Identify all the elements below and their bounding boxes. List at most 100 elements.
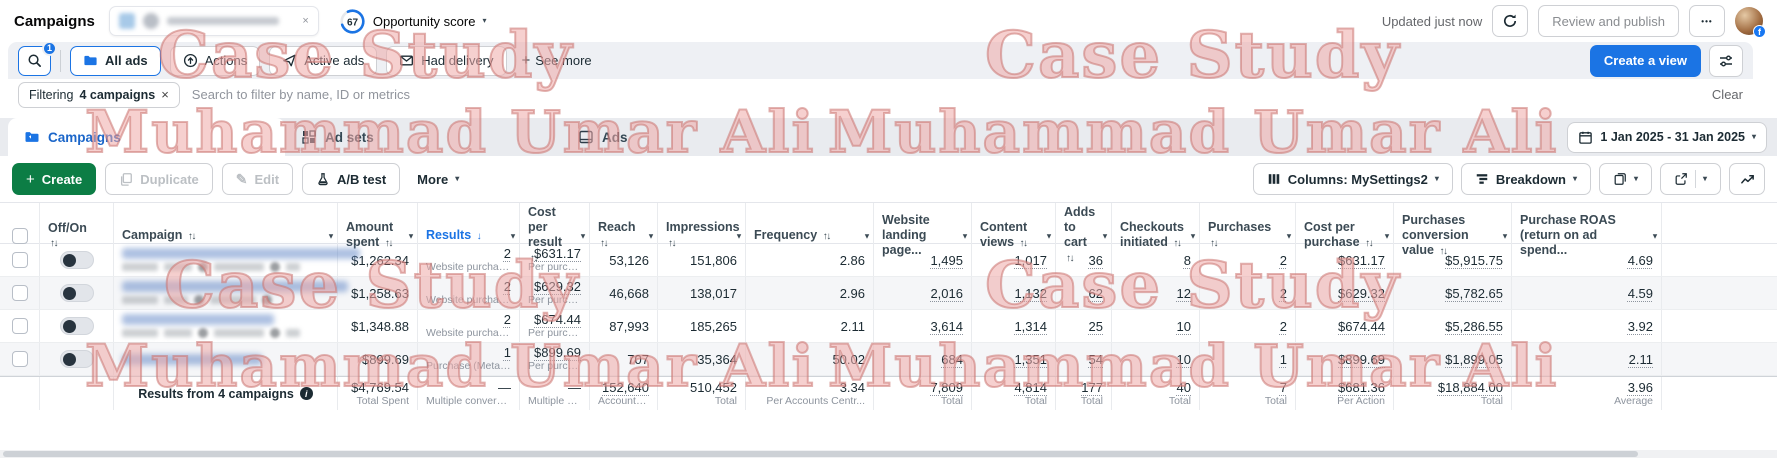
th-amount-spent[interactable]: Amount spent ↑↓ ▾ <box>338 203 418 268</box>
th-content-views[interactable]: Content views ↑↓ ▾ <box>972 203 1056 268</box>
column-menu-icon[interactable]: ▾ <box>1502 231 1507 240</box>
th-adds-to-cart[interactable]: Adds to cart ↑↓ ▾ <box>1056 203 1112 268</box>
campaign-toggle[interactable] <box>59 251 94 269</box>
sort-icon[interactable]: ↑↓ <box>1173 238 1182 249</box>
row-checkbox[interactable] <box>11 285 28 301</box>
column-menu-icon[interactable]: ▾ <box>510 231 515 240</box>
filter-pill-had-delivery[interactable]: Had delivery <box>386 45 507 76</box>
view-charts-button[interactable] <box>1729 163 1765 195</box>
row-checkbox[interactable] <box>11 351 28 367</box>
column-menu-icon[interactable]: ▾ <box>864 231 869 240</box>
columns-button[interactable]: Columns: MySettings2 ▾ <box>1252 163 1453 195</box>
row-checkbox[interactable] <box>11 318 28 334</box>
th-off-on[interactable]: Off/On ↑↓ <box>40 203 114 268</box>
filter-pill-active-ads[interactable]: Active ads <box>269 45 378 76</box>
campaign-name-redacted[interactable] <box>122 248 360 259</box>
th-cost-per-purchase[interactable]: Cost per purchase ↑↓ ▾ <box>1296 203 1394 268</box>
sort-icon[interactable]: ↑↓ <box>600 238 609 249</box>
tab-ads[interactable]: Ads <box>562 118 839 156</box>
sort-icon[interactable]: ↑↓ <box>1365 238 1374 249</box>
campaign-name-redacted[interactable] <box>122 314 274 325</box>
create-button[interactable]: + Create <box>12 163 97 195</box>
scrollbar-thumb[interactable] <box>3 451 1638 457</box>
filtering-chip[interactable]: Filtering 4 campaigns × <box>18 81 180 108</box>
column-menu-icon[interactable]: ▾ <box>328 231 333 240</box>
export-button[interactable]: ▾ <box>1659 163 1721 195</box>
th-purchase-roas[interactable]: Purchase ROAS (return on ad spend... ▾ <box>1512 203 1662 268</box>
review-and-publish-button[interactable]: Review and publish <box>1538 5 1679 37</box>
sort-icon[interactable]: ↑↓ <box>822 230 832 242</box>
duplicate-button[interactable]: Duplicate <box>105 163 213 195</box>
remove-filter-icon[interactable]: × <box>161 87 169 102</box>
create-a-view-button[interactable]: Create a view <box>1589 44 1701 77</box>
sort-icon[interactable]: ↑↓ <box>1439 245 1448 257</box>
column-menu-icon[interactable]: ▾ <box>1102 231 1107 240</box>
reports-button[interactable]: ▾ <box>1598 163 1652 195</box>
column-menu-icon[interactable]: ▾ <box>1190 231 1195 240</box>
search-filter-button[interactable]: 1 <box>18 42 57 76</box>
sort-icon[interactable]: ↑↓ <box>530 253 539 264</box>
ab-test-button[interactable]: A/B test <box>302 163 401 195</box>
tab-ad-sets[interactable]: Ad sets <box>285 118 562 156</box>
tab-campaigns[interactable]: Campaigns <box>8 118 285 156</box>
sort-icon[interactable]: ↑↓ <box>50 237 59 249</box>
th-website-landing-page[interactable]: Website landing page... ▾ <box>874 203 972 268</box>
summary-reach-sub: Accounts... <box>598 394 649 407</box>
campaign-toggle[interactable] <box>59 350 94 368</box>
campaign-toggle[interactable] <box>59 284 94 302</box>
sort-icon[interactable]: ↑↓ <box>668 238 677 249</box>
horizontal-scrollbar[interactable] <box>0 450 1777 458</box>
filter-search-input[interactable] <box>191 87 1700 102</box>
clear-filters-link[interactable]: Clear <box>1711 87 1743 102</box>
column-menu-icon[interactable]: ▾ <box>580 231 585 240</box>
summary-frequency-sub: Per Accounts Centr... <box>766 394 865 407</box>
opportunity-score[interactable]: 67 Opportunity score ▾ <box>339 8 486 35</box>
column-menu-icon[interactable]: ▾ <box>736 231 741 240</box>
filter-pill-all-ads[interactable]: All ads <box>70 45 161 76</box>
column-menu-icon[interactable]: ▾ <box>648 231 653 240</box>
column-menu-icon[interactable]: ▾ <box>1046 231 1051 240</box>
more-options-button[interactable]: ••• <box>1689 5 1725 37</box>
sort-icon[interactable]: ↑↓ <box>1210 238 1219 249</box>
date-range-label: 1 Jan 2025 - 31 Jan 2025 <box>1600 130 1745 144</box>
info-icon[interactable]: i <box>299 387 313 400</box>
filter-pill-actions[interactable]: Actions <box>169 45 261 76</box>
view-settings-button[interactable] <box>1709 44 1743 77</box>
campaign-name-redacted[interactable] <box>122 353 262 365</box>
column-menu-icon[interactable]: ▾ <box>408 231 413 240</box>
th-cost-per-result[interactable]: Cost per result ↑↓ ▾ <box>520 203 590 268</box>
column-menu-icon[interactable]: ▾ <box>1286 231 1291 240</box>
more-actions-button[interactable]: More ▾ <box>409 172 467 187</box>
date-range-picker[interactable]: 1 Jan 2025 - 31 Jan 2025 ▾ <box>1567 121 1767 153</box>
row-checkbox[interactable] <box>11 252 28 268</box>
header-label: Website landing page... <box>882 213 930 257</box>
th-checkouts-initiated[interactable]: Checkouts initiated ↑↓ ▾ <box>1112 203 1200 268</box>
select-all-checkbox[interactable] <box>11 227 28 244</box>
column-menu-icon[interactable]: ▾ <box>1652 231 1657 240</box>
th-reach[interactable]: Reach ↑↓ ▾ <box>590 203 658 268</box>
th-frequency[interactable]: Frequency ↑↓ ▾ <box>746 203 874 268</box>
breakdown-button[interactable]: Breakdown ▾ <box>1460 163 1591 195</box>
see-more-filters-button[interactable]: + See more <box>516 52 598 69</box>
account-clear-icon[interactable]: × <box>302 15 309 27</box>
th-purchases[interactable]: Purchases ↑↓ ▾ <box>1200 203 1296 268</box>
sort-icon[interactable]: ↑↓ <box>1019 238 1029 249</box>
header-label: Off/On <box>48 220 87 235</box>
filtering-chip-count: 4 campaigns <box>79 87 156 102</box>
sort-icon[interactable]: ↑↓ <box>187 230 197 242</box>
sort-desc-icon[interactable]: ↓ <box>476 230 482 242</box>
sort-icon[interactable]: ↑↓ <box>384 238 394 249</box>
sort-icon[interactable]: ↑↓ <box>1066 253 1075 264</box>
campaign-name-redacted[interactable] <box>122 281 348 292</box>
refresh-button[interactable] <box>1492 5 1529 37</box>
th-campaign[interactable]: Campaign ↑↓ ▾ <box>114 203 338 268</box>
column-menu-icon[interactable]: ▾ <box>1384 231 1389 240</box>
th-impressions[interactable]: Impressions ↑↓ ▾ <box>658 203 746 268</box>
th-purchases-conversion-value[interactable]: Purchases conversion value ↑↓ ▾ <box>1394 203 1512 268</box>
campaign-toggle[interactable] <box>59 317 94 335</box>
edit-button[interactable]: ✎ Edit <box>221 163 294 195</box>
th-results[interactable]: Results ↓ ▾ <box>418 203 520 268</box>
profile-avatar[interactable]: f <box>1735 7 1766 38</box>
account-selector[interactable]: × <box>108 6 319 36</box>
column-menu-icon[interactable]: ▾ <box>962 231 967 240</box>
